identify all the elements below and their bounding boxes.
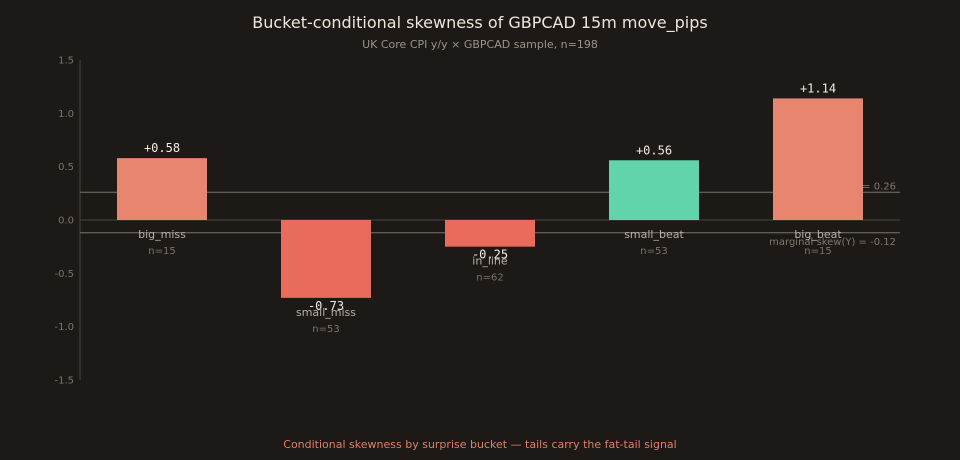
bar-small_beat: [609, 160, 699, 220]
y-tick-label: 1.0: [58, 109, 74, 120]
value-label: +0.56: [636, 143, 672, 157]
count-label: n=53: [312, 324, 339, 335]
footer-caption: Conditional skewness by surprise bucket …: [283, 438, 676, 451]
y-tick-label: 0.0: [58, 216, 74, 227]
count-label: n=53: [640, 246, 667, 257]
category-label: big_miss: [138, 228, 186, 241]
y-tick-label: 1.5: [58, 56, 74, 67]
chart-subtitle: UK Core CPI y/y × GBPCAD sample, n=198: [362, 38, 598, 51]
y-tick-label: 0.5: [58, 162, 74, 173]
category-label: small_beat: [624, 228, 684, 241]
chart-title: Bucket-conditional skewness of GBPCAD 15…: [252, 13, 707, 33]
value-label: -0.73: [308, 299, 344, 313]
category-label: small_miss: [296, 306, 356, 319]
y-tick-label: -1.5: [54, 376, 74, 387]
value-label: +1.14: [800, 81, 836, 95]
bar-in_line: [445, 220, 535, 247]
bar-big_beat: [773, 98, 863, 220]
count-label: n=15: [804, 246, 831, 257]
count-label: n=62: [476, 273, 503, 284]
y-tick-label: -0.5: [54, 269, 74, 280]
reference-line-label: = 0.26: [862, 181, 896, 192]
y-tick-label: -1.0: [54, 322, 74, 333]
value-label: -0.25: [472, 248, 508, 262]
category-label: in_line: [472, 255, 508, 268]
reference-line-label: marginal skew(Y) = -0.12: [769, 237, 896, 248]
bar-big_miss: [117, 158, 207, 220]
value-label: +0.58: [144, 141, 180, 155]
bar-small_miss: [281, 220, 371, 298]
category-label: big_beat: [794, 228, 842, 241]
count-label: n=15: [148, 246, 175, 257]
plot-area: -1.5 -1.0 -0.5 0.0 0.5 1.0 1.5 = 0.26 marginal s…: [54, 56, 900, 387]
